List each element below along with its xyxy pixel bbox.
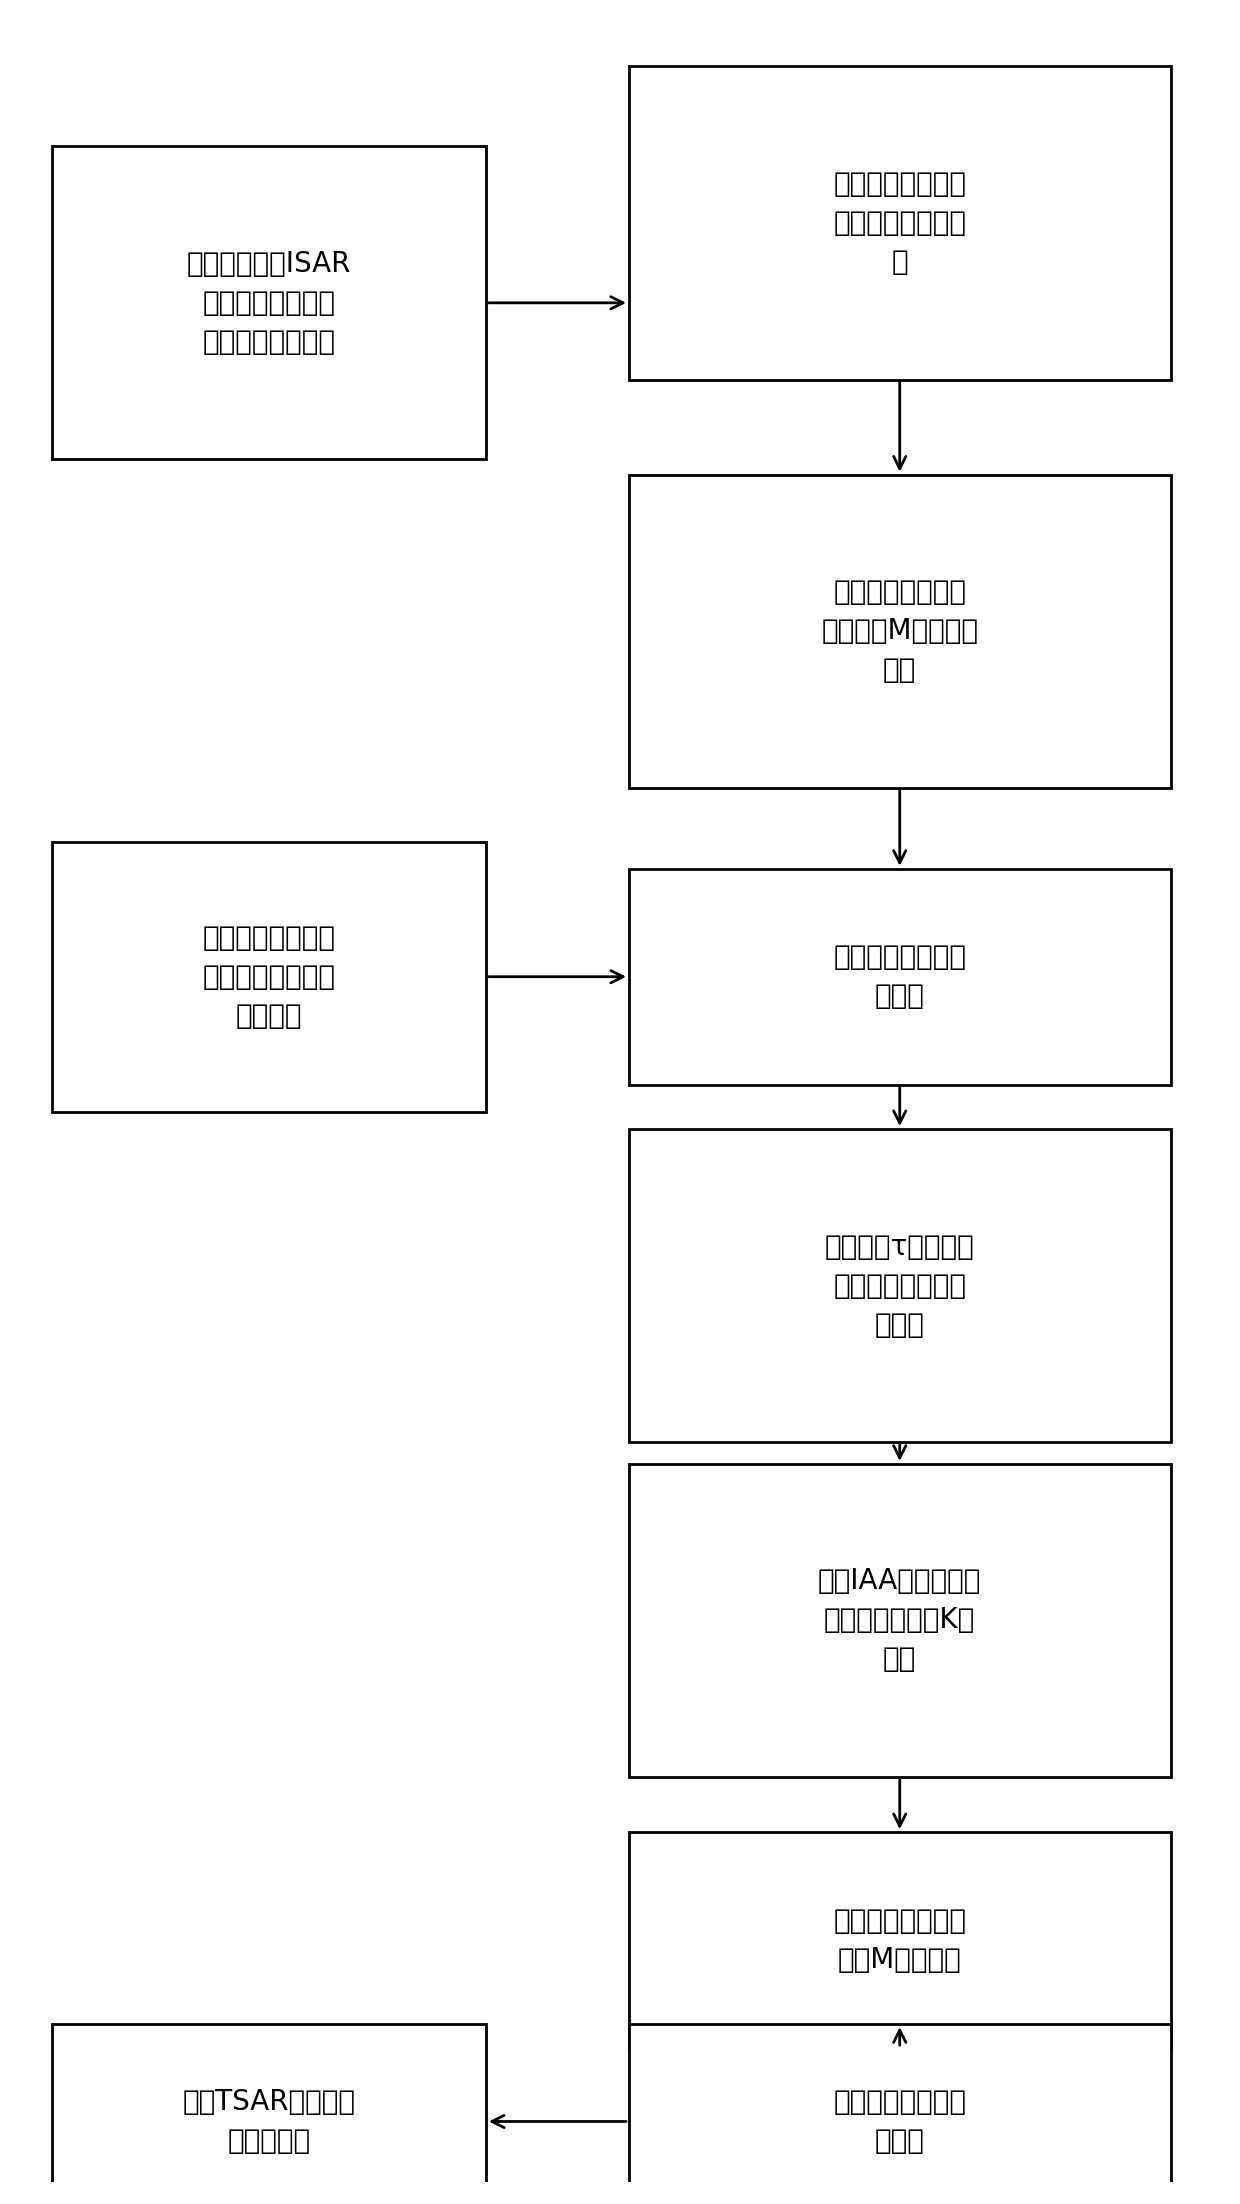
Bar [629,2023,1171,2204]
Bar [52,145,486,458]
Bar [629,66,1171,379]
Text: 搜索峰值对应频率
得到M个调频率: 搜索峰值对应频率 得到M个调频率 [833,1906,966,1973]
Text: 对雷达获取的ISAR
成像数据进行距离
维压缩及运动补偿: 对雷达获取的ISAR 成像数据进行距离 维压缩及运动补偿 [187,249,351,355]
Text: 计算TSAR像横向尺
度完成定标: 计算TSAR像横向尺 度完成定标 [182,2087,356,2156]
Bar [629,1463,1171,1776]
Bar [629,474,1171,787]
Text: 提取归一化幅度方
差最小的M个距离门
回波: 提取归一化幅度方 差最小的M个距离门 回波 [821,577,978,683]
Text: 将信号做τ延时并与
原信号相乘完成去
斜处理: 将信号做τ延时并与 原信号相乘完成去 斜处理 [825,1232,975,1338]
Bar [629,868,1171,1084]
Text: 计算每个距离门回
波的归一化幅度方
差: 计算每个距离门回 波的归一化幅度方 差 [833,170,966,276]
Bar [52,2023,486,2204]
Text: 利用IAA谱分析技术
得到去斜信号的K点
频谱: 利用IAA谱分析技术 得到去斜信号的K点 频谱 [818,1567,981,1673]
Text: 直线拟合得到转速
估计值: 直线拟合得到转速 估计值 [833,2087,966,2156]
Bar [52,842,486,1111]
Bar [629,1832,1171,2048]
Text: 根据等效转台目标
转速上限确定频域
加窗长度: 根据等效转台目标 转速上限确定频域 加窗长度 [202,923,335,1029]
Bar [629,1128,1171,1441]
Text: 频域加窗后逆变换
到时域: 频域加窗后逆变换 到时域 [833,943,966,1009]
